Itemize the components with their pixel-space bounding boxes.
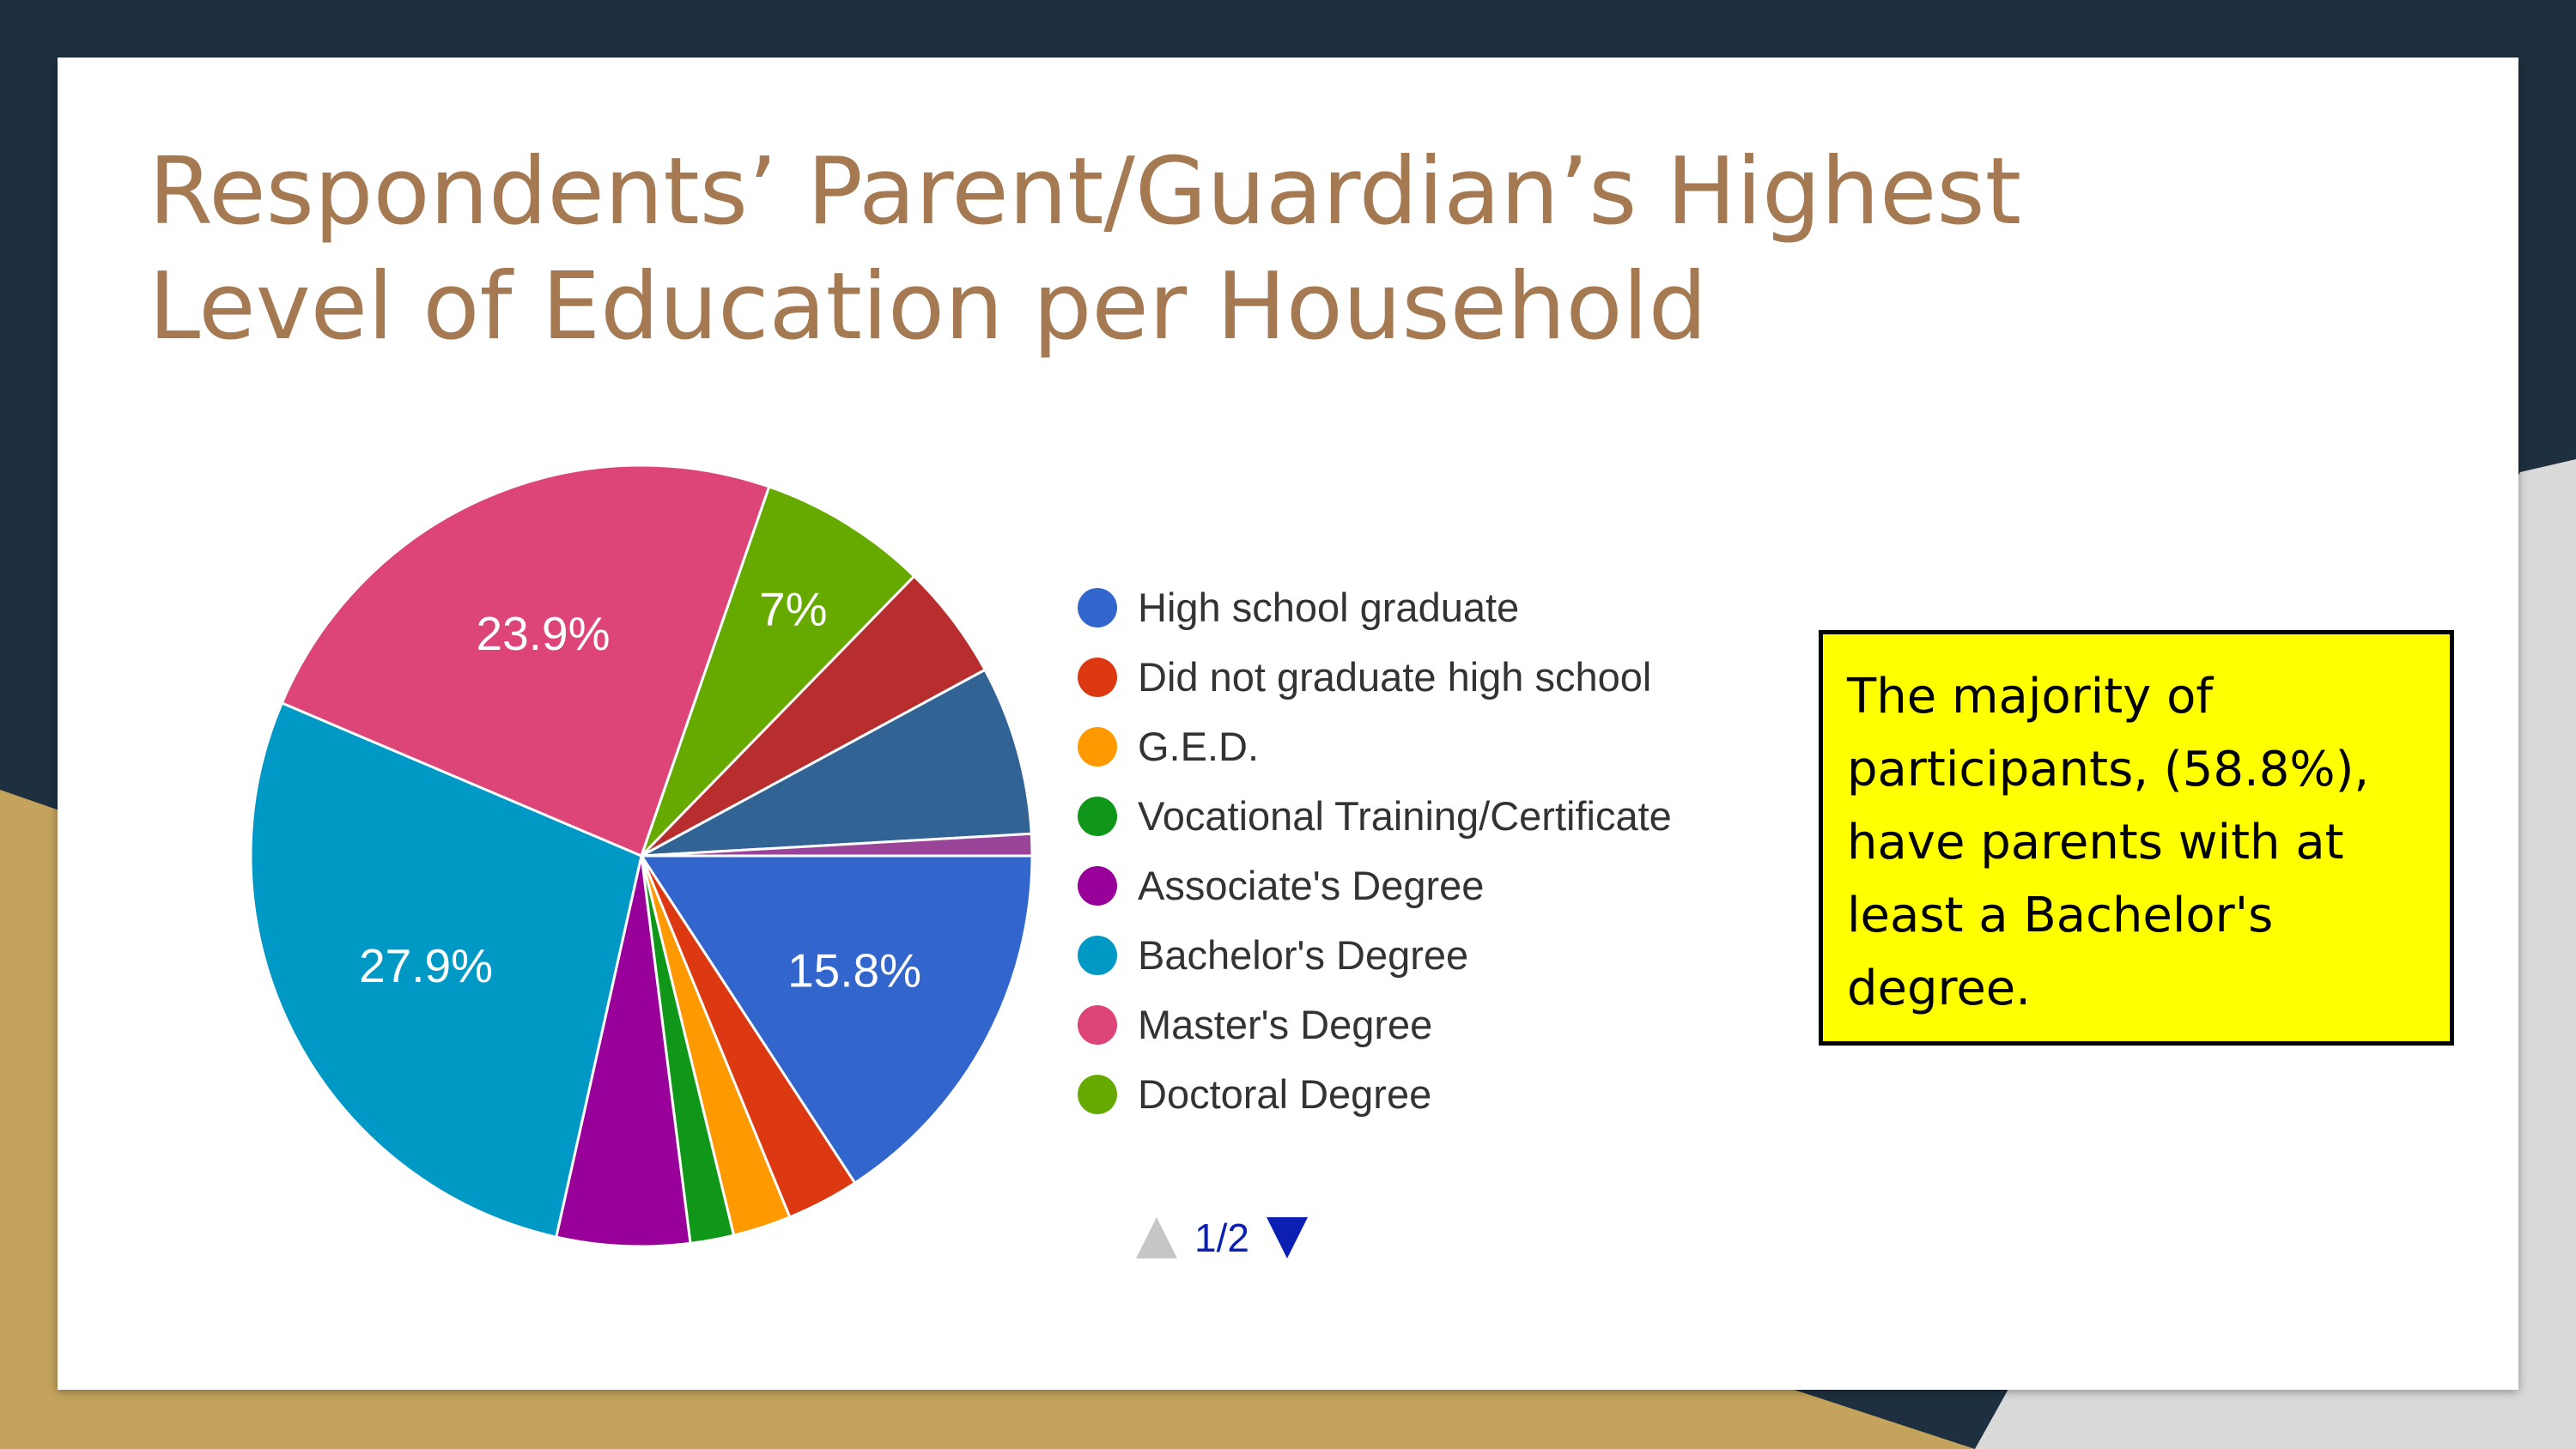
- pie-slice-7: [640, 485, 916, 858]
- legend-item: High school graduate: [1078, 573, 1850, 642]
- pie-slice-5: [249, 700, 643, 1239]
- legend-label: G.E.D.: [1138, 724, 1260, 769]
- legend-pager: 1/2: [1136, 1215, 1308, 1261]
- pie-slice-label-6: 23.9%: [477, 607, 611, 660]
- pie-slice-6: [280, 464, 771, 858]
- chart-legend: High school graduate Did not graduate hig…: [1078, 573, 1850, 1129]
- pie-chart: 15.8% 27.9% 23.9% 7%: [249, 464, 1034, 1248]
- legend-label: Vocational Training/Certificate: [1138, 793, 1672, 839]
- pie-slice-9: [641, 668, 1033, 858]
- pie-slice-4: [554, 855, 692, 1248]
- callout-box: The majority of participants, (58.8%), h…: [1819, 630, 2454, 1046]
- triangle-down-icon[interactable]: [1266, 1217, 1308, 1258]
- legend-color-dot: [1078, 935, 1117, 975]
- legend-color-dot: [1078, 865, 1117, 906]
- legend-label: Master's Degree: [1138, 1002, 1433, 1047]
- legend-color-dot: [1078, 1004, 1117, 1045]
- pie-slice-label-0: 15.8%: [787, 943, 921, 997]
- legend-label: High school graduate: [1138, 585, 1520, 630]
- legend-color-dot: [1078, 726, 1117, 767]
- legend-color-dot: [1078, 657, 1117, 697]
- pie-slice-label-7: 7%: [759, 582, 828, 635]
- legend-item: Doctoral Degree: [1078, 1059, 1850, 1129]
- pie-slice-label-5: 27.9%: [359, 939, 493, 992]
- legend-label: Did not graduate high school: [1138, 654, 1652, 700]
- legend-color-dot: [1078, 1074, 1117, 1114]
- pie-slice-0: [639, 854, 1034, 1185]
- legend-label: Bachelor's Degree: [1138, 932, 1469, 978]
- legend-color-dot: [1078, 796, 1117, 836]
- legend-item: Did not graduate high school: [1078, 642, 1850, 712]
- legend-color-dot: [1078, 587, 1117, 627]
- legend-item: G.E.D.: [1078, 712, 1850, 781]
- slide-title: Respondents’ Parent/Guardian’s Highest L…: [149, 138, 2022, 361]
- legend-page-indicator: 1/2: [1194, 1216, 1249, 1260]
- legend-item: Associate's Degree: [1078, 851, 1850, 920]
- legend-item: Bachelor's Degree: [1078, 920, 1850, 990]
- legend-label: Associate's Degree: [1138, 863, 1485, 908]
- slide: Respondents’ Parent/Guardian’s Highest L…: [58, 58, 2518, 1390]
- legend-item: Vocational Training/Certificate: [1078, 781, 1850, 851]
- legend-label: Doctoral Degree: [1138, 1071, 1432, 1117]
- legend-item: Master's Degree: [1078, 990, 1850, 1059]
- pie-slice-10: [641, 832, 1034, 858]
- triangle-up-icon[interactable]: [1136, 1217, 1177, 1258]
